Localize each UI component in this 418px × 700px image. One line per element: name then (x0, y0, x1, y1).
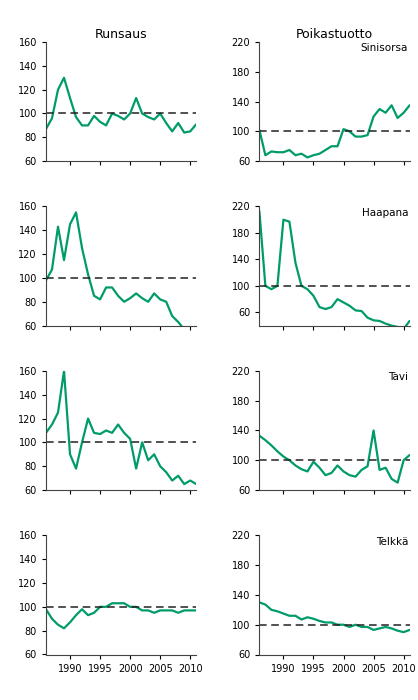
Text: Telkkä: Telkkä (376, 536, 408, 547)
Title: Runsaus: Runsaus (95, 28, 148, 41)
Text: Sinisorsa: Sinisorsa (361, 43, 408, 53)
Title: Poikastuotto: Poikastuotto (296, 28, 373, 41)
Text: Haapana: Haapana (362, 208, 408, 218)
Text: Tavi: Tavi (388, 372, 408, 382)
